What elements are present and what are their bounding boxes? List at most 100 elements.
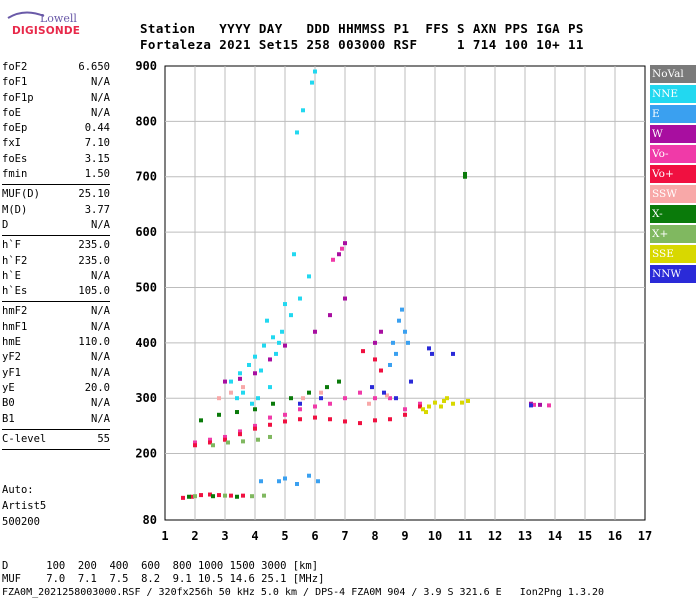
data-point-nne [271, 335, 275, 340]
data-point-nne [268, 385, 272, 390]
data-point-vo [283, 419, 287, 424]
x-tick-label: 6 [311, 529, 318, 543]
param-value: 235.0 [78, 254, 110, 267]
legend-item-nne: NNE [650, 85, 696, 103]
data-point-vo [193, 440, 197, 445]
data-point-x [289, 396, 293, 401]
data-point-e [400, 307, 404, 312]
y-tick-label: 600 [135, 225, 157, 239]
param-value: 20.0 [84, 381, 110, 394]
param-value: N/A [91, 366, 110, 379]
data-point-nne [313, 69, 317, 74]
param-row: B0 N/A [2, 396, 110, 411]
x-tick-label: 14 [548, 529, 562, 543]
autoscaling-label: Auto: [2, 484, 34, 496]
param-row: M(D) 3.77 [2, 203, 110, 218]
data-point-vo [328, 401, 332, 406]
legend-item-w: W [650, 125, 696, 143]
x-tick-label: 7 [341, 529, 348, 543]
data-point-vo [208, 492, 212, 497]
data-point-nne [238, 371, 242, 376]
data-point-nnw [394, 396, 398, 401]
data-point-nnw [451, 351, 455, 356]
param-value: 235.0 [78, 239, 110, 252]
param-value: 6.650 [78, 61, 110, 73]
y-tick-label: 200 [135, 447, 157, 461]
param-row: fmin 1.50 [2, 167, 110, 182]
logo-lowell-text: Lowell [40, 12, 77, 25]
data-point-sse [445, 396, 449, 401]
param-row: foF1p N/A [2, 91, 110, 106]
data-point-nne [247, 362, 251, 367]
data-point-vo [229, 493, 233, 498]
param-value: N/A [91, 218, 110, 231]
data-point-vo [217, 493, 221, 498]
data-point-x [307, 390, 311, 395]
y-tick-label: 800 [135, 114, 157, 128]
data-point-nnw [370, 385, 374, 390]
param-label: h`Es [2, 285, 28, 298]
data-point-x [253, 407, 257, 412]
data-point-nne [265, 318, 269, 323]
param-row: D N/A [2, 218, 110, 233]
data-point-e [283, 476, 287, 481]
data-point-vo [283, 412, 287, 417]
data-point-w [529, 401, 533, 406]
data-point-vo [181, 495, 185, 500]
param-row: hmE 110.0 [2, 335, 110, 350]
logo-digisonde-text: DIGISONDE [12, 25, 81, 37]
param-label: foF1p [2, 91, 34, 104]
data-point-ssw [217, 396, 221, 401]
param-group-muf: MUF(D) 25.10 M(D) 3.77 D N/A [2, 187, 110, 233]
data-point-vo [331, 257, 335, 262]
data-point-w [268, 357, 272, 362]
param-label: yF1 [2, 366, 21, 379]
param-value: N/A [91, 320, 110, 333]
param-row: h`Es 105.0 [2, 284, 110, 299]
param-label: foEp [2, 122, 28, 135]
data-point-vo [298, 407, 302, 412]
param-group-heights: h`F 235.0 h`F2 235.0 h`E N/A h`Es 105.0 [2, 238, 110, 299]
data-point-ssw [241, 385, 245, 390]
legend-item-vo: Vo+ [650, 165, 696, 183]
data-point-vo [343, 419, 347, 424]
data-point-vo [190, 494, 194, 499]
data-point-vo [199, 493, 203, 498]
x-tick-label: 2 [191, 529, 198, 543]
data-point-x [268, 434, 272, 439]
param-value: N/A [91, 76, 110, 89]
param-value: 25.10 [78, 188, 110, 201]
param-row: foF2 6.650 [2, 60, 110, 75]
data-point-vo [373, 418, 377, 423]
data-point-nne [259, 368, 263, 373]
data-point-nne [235, 396, 239, 401]
data-point-nne [262, 343, 266, 348]
data-point-vo [298, 417, 302, 422]
data-point-x [250, 494, 254, 499]
plot-frame [164, 65, 646, 521]
data-point-nne [283, 302, 287, 307]
x-tick-label: 9 [401, 529, 408, 543]
data-point-x [463, 174, 467, 179]
data-point-x [256, 437, 260, 442]
data-point-vo [193, 443, 197, 448]
data-point-vo [223, 434, 227, 439]
data-point-w [328, 313, 332, 318]
data-point-vo [547, 403, 551, 408]
x-tick-label: 17 [638, 529, 652, 543]
param-value: 0.44 [84, 122, 110, 135]
data-point-ssw [367, 401, 371, 406]
data-point-x [193, 494, 197, 499]
x-tick-label: 10 [428, 529, 442, 543]
data-point-vo [418, 401, 422, 406]
param-value: 110.0 [78, 336, 110, 349]
param-value: 105.0 [78, 285, 110, 298]
data-point-w [283, 343, 287, 348]
data-point-x [325, 385, 329, 390]
param-value: 55 [97, 432, 110, 445]
y-tick-label: 80 [143, 513, 157, 527]
legend-item-vo: Vo- [650, 145, 696, 163]
data-point-sse [451, 401, 455, 406]
data-point-vo [208, 440, 212, 445]
data-point-e [397, 318, 401, 323]
